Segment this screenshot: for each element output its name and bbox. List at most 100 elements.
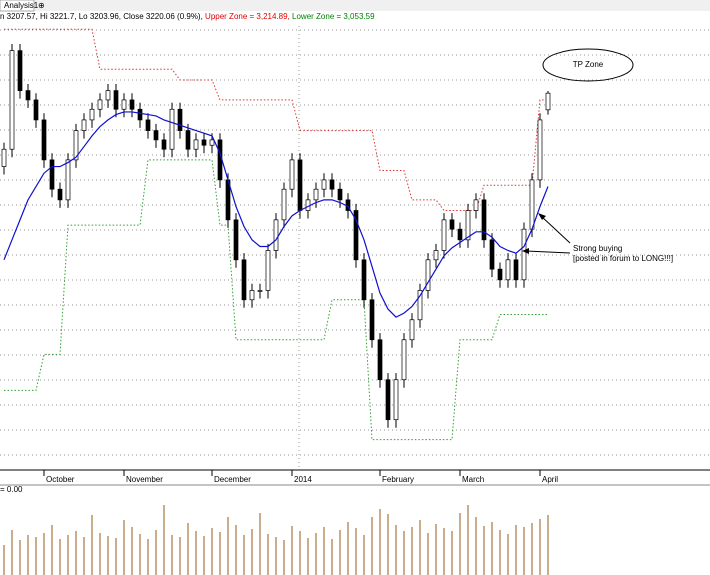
candle-body bbox=[505, 259, 511, 281]
volume-bar bbox=[75, 531, 77, 575]
candle-body bbox=[353, 210, 359, 261]
volume-bar bbox=[115, 538, 117, 575]
lower-zone-line bbox=[4, 159, 548, 441]
candle-body bbox=[537, 119, 543, 181]
volume-bar bbox=[443, 528, 445, 575]
volume-bar bbox=[291, 526, 293, 575]
ma-line bbox=[3, 111, 549, 318]
candle-body bbox=[73, 130, 79, 161]
volume-bar bbox=[299, 531, 301, 575]
candle-body bbox=[377, 339, 383, 381]
x-tick-label: October bbox=[46, 475, 75, 484]
volume-bar bbox=[219, 532, 221, 575]
x-tick-label: 2014 bbox=[294, 475, 312, 484]
candle-body bbox=[329, 179, 335, 190]
tab-bar bbox=[0, 0, 710, 11]
tab[interactable] bbox=[0, 0, 35, 12]
volume-bar bbox=[139, 534, 141, 575]
candle-body bbox=[105, 90, 111, 101]
header-upper: Upper Zone = 3,214.89, bbox=[205, 12, 290, 21]
volume-bar bbox=[227, 517, 229, 575]
volume-bar bbox=[3, 545, 5, 575]
x-tick-label: December bbox=[214, 475, 251, 484]
candle-body bbox=[497, 268, 503, 281]
arrow bbox=[540, 215, 571, 244]
x-tick-label: February bbox=[382, 475, 414, 484]
volume-bar bbox=[83, 537, 85, 575]
volume-bar bbox=[539, 519, 541, 575]
volume-bar bbox=[171, 535, 173, 575]
x-tick-label: April bbox=[542, 475, 558, 484]
candle-body bbox=[289, 159, 295, 190]
volume-bar bbox=[251, 529, 253, 575]
candle-body bbox=[41, 119, 47, 161]
candle-body bbox=[81, 119, 87, 131]
volume-bar bbox=[275, 537, 277, 575]
volume-bar bbox=[123, 520, 125, 575]
candle-body bbox=[233, 219, 239, 261]
candle-body bbox=[489, 239, 495, 270]
annotation: TP Zone bbox=[573, 60, 604, 69]
header-bg bbox=[0, 12, 420, 23]
candle-body bbox=[113, 90, 119, 110]
volume-bar bbox=[51, 525, 53, 575]
volume-bar bbox=[187, 523, 189, 575]
candle-body bbox=[465, 210, 471, 241]
header-ohlc: n 3207.57, Hi 3221.7, Lo 3203.96, Close … bbox=[0, 12, 203, 21]
volume-bar bbox=[91, 515, 93, 575]
candle-body bbox=[209, 139, 215, 146]
volume-bar bbox=[107, 536, 109, 575]
candle-body bbox=[521, 228, 527, 281]
volume-bar bbox=[99, 533, 101, 575]
volume-bar bbox=[259, 513, 261, 575]
candle-body bbox=[361, 259, 367, 301]
candle-body bbox=[529, 179, 535, 230]
volume-bar bbox=[387, 514, 389, 575]
volume-bar bbox=[43, 533, 45, 575]
candle-body bbox=[393, 379, 399, 421]
volume-bar bbox=[315, 533, 317, 575]
candle-body bbox=[241, 259, 247, 301]
volume-bar bbox=[59, 539, 61, 575]
new-tab[interactable]: ⊕ bbox=[38, 1, 45, 10]
volume-bar bbox=[459, 513, 461, 575]
volume-bar bbox=[243, 535, 245, 575]
volume-bar bbox=[507, 534, 509, 575]
candle-body bbox=[273, 219, 279, 251]
candle-body bbox=[9, 50, 15, 150]
upper-zone-line bbox=[4, 28, 548, 212]
candle-body bbox=[249, 290, 255, 301]
candle-body bbox=[193, 139, 199, 150]
volume-bar bbox=[131, 527, 133, 575]
candle-body bbox=[137, 108, 143, 121]
volume-bar bbox=[379, 509, 381, 575]
arrow bbox=[525, 250, 571, 254]
volume-bar bbox=[467, 505, 469, 575]
volume-bar bbox=[347, 522, 349, 575]
candle-body bbox=[161, 139, 167, 150]
candle-body bbox=[513, 259, 519, 281]
candle-body bbox=[257, 290, 263, 292]
volume-bar bbox=[339, 530, 341, 575]
candle-body bbox=[321, 179, 327, 190]
tab-label[interactable]: Analysis1 bbox=[4, 1, 39, 10]
volume-bar bbox=[483, 526, 485, 575]
candle-body bbox=[25, 90, 31, 101]
volume-bar bbox=[331, 539, 333, 575]
candle-body bbox=[337, 188, 343, 201]
x-tick-label: November bbox=[126, 475, 163, 484]
candle-body bbox=[129, 99, 135, 110]
volume-bar bbox=[147, 539, 149, 575]
volume-bar bbox=[411, 527, 413, 575]
candle-body bbox=[89, 108, 95, 121]
candle-body bbox=[177, 108, 183, 131]
candle-body bbox=[265, 250, 271, 291]
candle-body bbox=[97, 99, 103, 110]
volume-bar bbox=[363, 535, 365, 575]
annotation: [posted in forum to LONG!!!] bbox=[573, 254, 673, 263]
volume-bar bbox=[267, 534, 269, 575]
candle-body bbox=[441, 219, 447, 251]
candle-body bbox=[49, 159, 55, 190]
